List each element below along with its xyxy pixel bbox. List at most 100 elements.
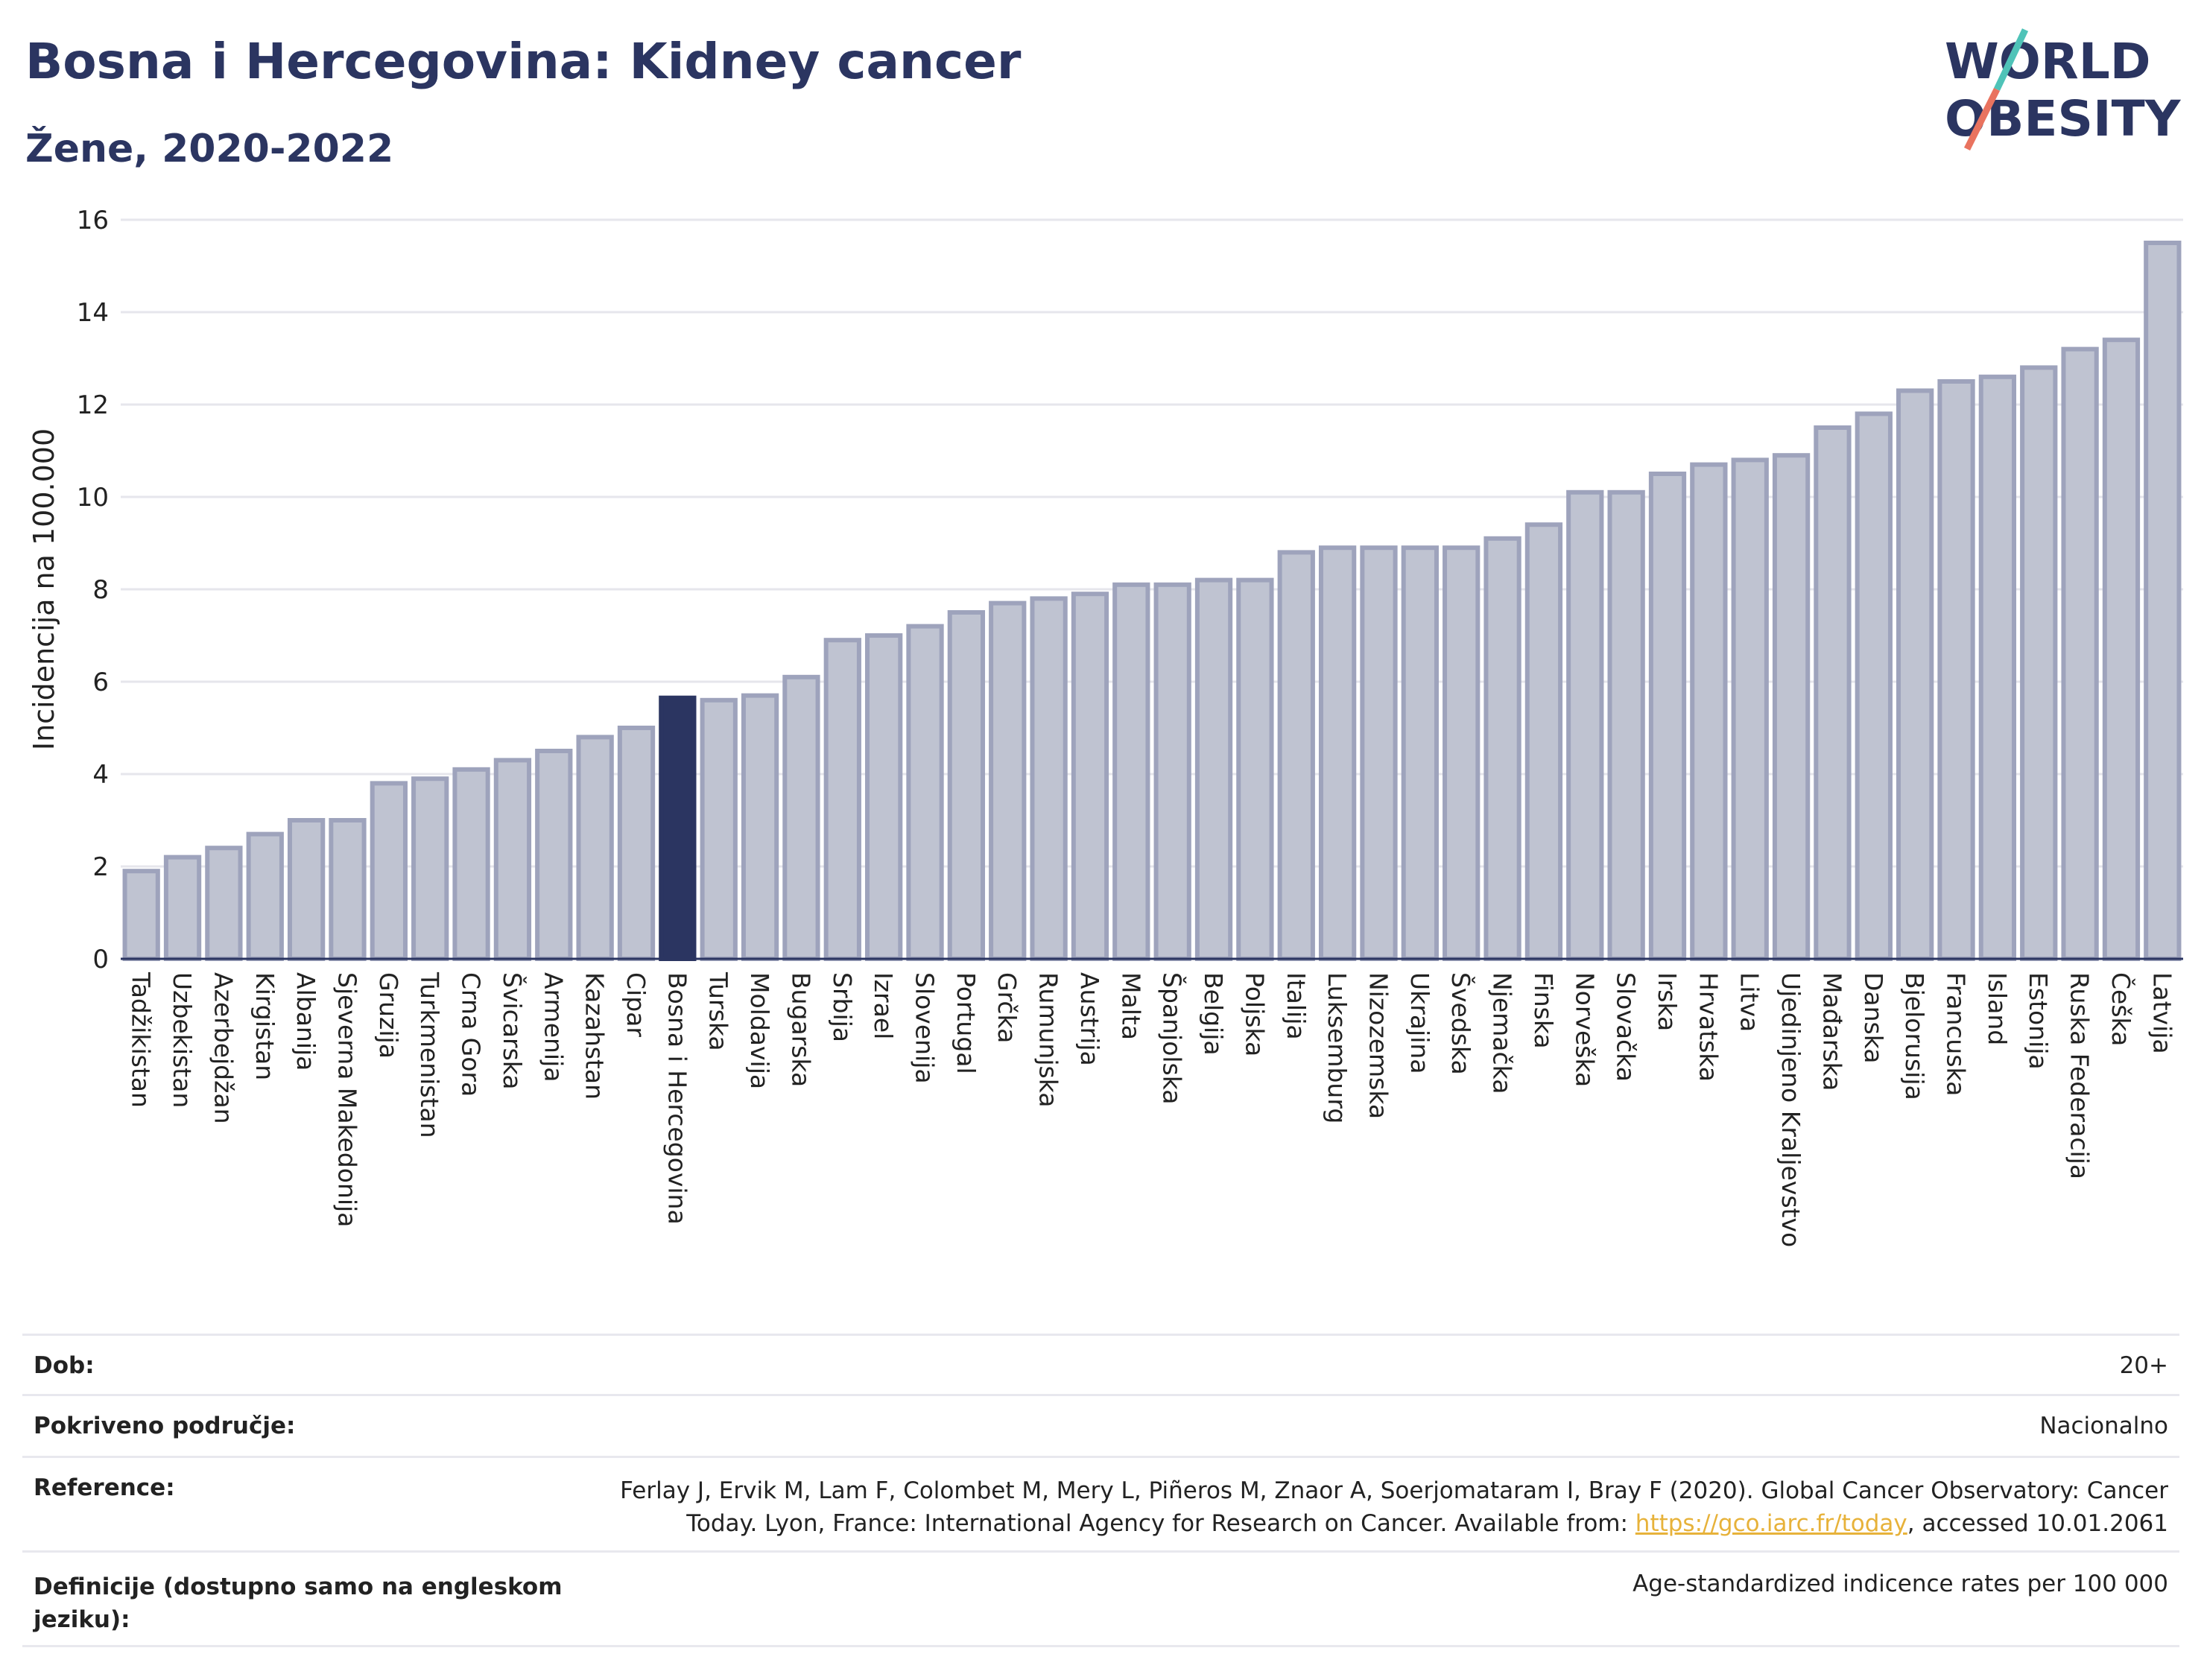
x-tick-label: Armenija <box>539 972 568 1083</box>
info-row-reference: Reference: Ferlay J, Ervik M, Lam F, Col… <box>22 1456 2179 1550</box>
x-tick-label: Latvija <box>2147 972 2176 1054</box>
world-obesity-logo: WORLD OBESITY <box>1945 28 2182 151</box>
bar <box>163 855 202 961</box>
bar <box>1814 425 1852 961</box>
y-tick-label: 14 <box>77 298 109 328</box>
bar <box>122 869 160 961</box>
bar <box>452 767 490 962</box>
bar <box>1153 582 1191 961</box>
y-tick-label: 0 <box>92 945 109 974</box>
x-tick-label: Ukrajina <box>1405 972 1434 1074</box>
x-tick-label: Kirgistan <box>250 972 279 1080</box>
x-tick-label: Gruzija <box>374 972 403 1059</box>
bar <box>1483 536 1521 961</box>
bar <box>2020 365 2058 961</box>
x-tick-label: Turska <box>704 971 733 1051</box>
info-table: Dob: 20+ Pokriveno područje: Nacionalno … <box>22 1334 2179 1647</box>
x-tick-label: Crna Gora <box>457 972 486 1097</box>
bar <box>823 638 861 961</box>
bar <box>1690 462 1728 961</box>
bar <box>1524 522 1563 961</box>
x-tick-label: Litva <box>1735 972 1764 1032</box>
x-tick-label: Ujedinjeno Kraljevstvo <box>1776 972 1805 1247</box>
bar <box>535 749 573 961</box>
bar <box>989 600 1027 961</box>
y-tick-label: 2 <box>92 852 109 882</box>
x-tick-label: Poljska <box>1240 972 1269 1056</box>
x-tick-label: Nizozemska <box>1364 972 1393 1119</box>
x-tick-label: Španjolska <box>1158 972 1188 1105</box>
bar-highlight <box>659 695 697 961</box>
bar <box>246 831 284 961</box>
bar <box>1731 457 1769 961</box>
bar <box>1318 545 1357 961</box>
bar <box>947 610 986 961</box>
x-tick-label: Norveška <box>1570 972 1599 1087</box>
info-row-coverage: Pokriveno područje: Nacionalno <box>22 1394 2179 1456</box>
bar <box>287 818 326 961</box>
x-tick-label: Danska <box>1859 972 1888 1064</box>
info-value-coverage: Nacionalno <box>2039 1413 2168 1439</box>
x-tick-label: Island <box>1983 972 2012 1045</box>
bar <box>617 726 656 961</box>
logo-slash-teal <box>1993 28 2029 91</box>
x-tick-label: Portugal <box>951 972 981 1074</box>
bar <box>1071 592 1109 961</box>
x-tick-label: Srbija <box>828 972 857 1042</box>
bar <box>741 693 779 961</box>
info-value-age: 20+ <box>2119 1352 2168 1379</box>
y-tick-label: 16 <box>77 206 109 235</box>
info-row-definitions: Definicije (dostupno samo na engleskom j… <box>22 1550 2179 1647</box>
bar <box>1360 545 1398 961</box>
reference-link[interactable]: https://gco.iarc.fr/today <box>1635 1510 1907 1537</box>
info-label-age: Dob: <box>34 1352 95 1379</box>
bar <box>1648 472 1687 961</box>
y-tick-label: 10 <box>77 483 109 513</box>
x-tick-label: Švicarska <box>498 972 528 1090</box>
y-axis-label: Incidencija na 100.000 <box>28 428 60 750</box>
bar <box>1978 374 2017 961</box>
bar <box>1194 577 1233 961</box>
reference-text: Ferlay J, Ervik M, Lam F, Colombet M, Me… <box>620 1477 2168 1537</box>
reference-accessed: , accessed 10.01.2061 <box>1907 1510 2168 1537</box>
bar <box>700 697 738 961</box>
bar <box>865 633 903 961</box>
x-tick-label: Tadžikistan <box>127 971 156 1108</box>
x-tick-label: Ruska Federacija <box>2065 972 2094 1179</box>
x-tick-label: Njemačka <box>1488 972 1517 1094</box>
chart-subtitle: Žene, 2020-2022 <box>25 127 394 171</box>
bar <box>1772 453 1811 961</box>
x-tick-label: Italija <box>1282 972 1311 1040</box>
x-tick-label: Irska <box>1653 972 1682 1031</box>
x-tick-label: Hrvatska <box>1694 972 1723 1082</box>
bar <box>493 758 532 962</box>
x-tick-label: Belgija <box>1199 972 1228 1056</box>
bar <box>1401 545 1439 961</box>
logo-slash-coral <box>1963 87 2001 151</box>
y-tick-label: 4 <box>92 760 109 790</box>
x-tick-label: Malta <box>1116 972 1145 1040</box>
info-value-reference: Ferlay J, Ervik M, Lam F, Colombet M, Me… <box>589 1458 2179 1540</box>
x-tick-label: Kazahstan <box>580 972 609 1100</box>
info-row-age: Dob: 20+ <box>22 1334 2179 1394</box>
x-tick-label: Sjeverna Makedonija <box>332 972 361 1227</box>
x-tick-label: Turkmenistan <box>415 971 444 1138</box>
logo-word-1: WORLD <box>1945 33 2151 90</box>
bar <box>576 735 614 962</box>
bar <box>1855 411 1893 961</box>
bar <box>411 776 449 961</box>
x-tick-label: Bosna i Hercegovina <box>662 972 691 1225</box>
x-tick-label: Slovenija <box>911 972 940 1084</box>
y-tick-label: 6 <box>92 668 109 697</box>
x-tick-label: Francuska <box>1942 972 1971 1096</box>
info-label-reference: Reference: <box>34 1474 175 1501</box>
x-tick-label: Grčka <box>992 972 1022 1043</box>
x-tick-label: Uzbekistan <box>168 972 197 1108</box>
bar <box>1443 545 1481 961</box>
chart-title: Bosna i Hercegovina: Kidney cancer <box>25 33 1022 90</box>
bar <box>1236 577 1274 961</box>
x-tick-label: Luksemburg <box>1323 972 1352 1123</box>
x-tick-label: Estonija <box>2024 972 2053 1070</box>
info-value-definitions: Age-standardized indicence rates per 100… <box>1633 1570 2168 1597</box>
bar <box>1937 379 1975 961</box>
